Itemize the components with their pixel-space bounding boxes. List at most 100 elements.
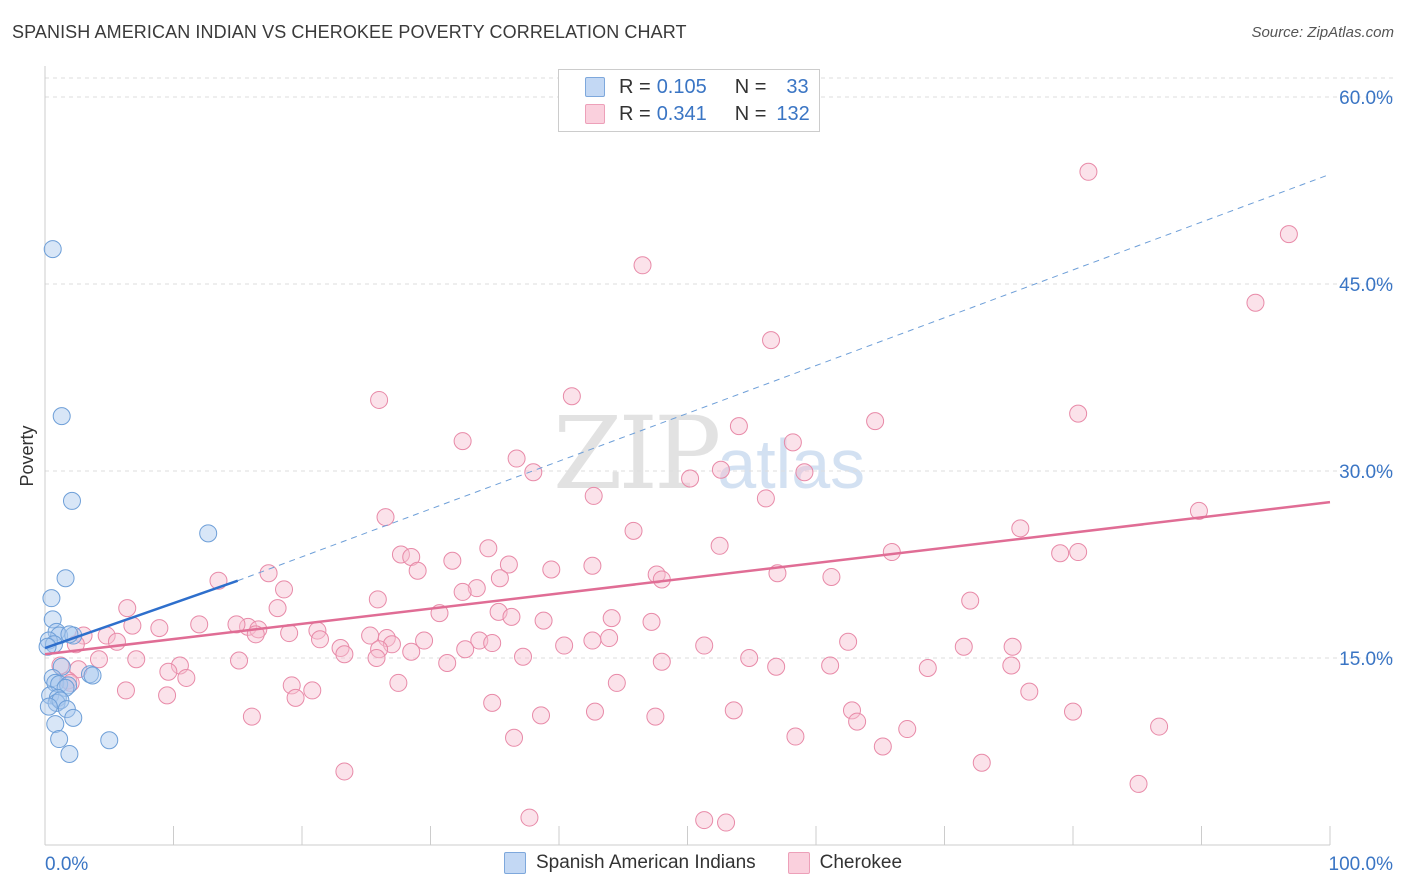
series-legend: Spanish American Indians Cherokee [0, 852, 1406, 874]
legend-item-cherokee: Cherokee [787, 852, 903, 874]
data-point-cherokee [370, 390, 389, 409]
data-point-cherokee [1150, 717, 1169, 736]
data-point-cherokee [724, 701, 743, 720]
data-point-cherokee [1129, 774, 1148, 793]
data-point-cherokee [268, 599, 287, 618]
watermark-atlas: atlas [717, 425, 866, 503]
data-point-cherokee [624, 521, 643, 540]
data-point-cherokee [158, 686, 177, 705]
data-point-cherokee [1246, 293, 1265, 312]
data-point-cherokee [483, 693, 502, 712]
data-point-cherokee [1003, 637, 1022, 656]
y-tick-label: 45.0% [1339, 275, 1393, 296]
data-point-cherokee [972, 753, 991, 772]
data-point-spanish-american-indians [62, 491, 81, 510]
data-point-cherokee [1064, 702, 1082, 721]
data-point-cherokee [275, 580, 294, 599]
data-point-cherokee [116, 681, 135, 700]
data-point-cherokee [534, 611, 553, 630]
y-tick-label: 60.0% [1339, 88, 1393, 109]
legend-n-label: N = [734, 102, 767, 125]
legend-n-value: 132 [776, 102, 810, 125]
legend-label: Spanish American Indians [535, 852, 756, 873]
legend-swatch-blue [585, 77, 605, 97]
data-point-cherokee [159, 662, 178, 681]
data-point-spanish-american-indians [60, 744, 79, 763]
data-point-cherokee [555, 636, 574, 655]
data-point-cherokee [118, 599, 137, 618]
data-point-cherokee [839, 632, 858, 651]
data-point-cherokee [783, 433, 802, 452]
data-point-spanish-american-indians [100, 731, 119, 750]
axes [44, 66, 1331, 846]
data-point-cherokee [310, 630, 329, 649]
data-point-cherokee [514, 647, 533, 666]
data-point-cherokee [898, 720, 917, 739]
data-point-cherokee [190, 615, 209, 634]
data-point-cherokee [453, 582, 472, 601]
data-point-cherokee [1069, 543, 1088, 562]
data-point-cherokee [438, 653, 457, 672]
data-point-cherokee [882, 543, 901, 562]
data-point-cherokee [1020, 682, 1039, 701]
legend-row-cherokee: R = 0.341 N = 132 [585, 102, 810, 126]
data-point-cherokee [479, 539, 498, 558]
data-point-cherokee [583, 556, 602, 575]
data-point-cherokee [391, 545, 410, 564]
data-point-spanish-american-indians [39, 697, 58, 716]
data-point-cherokee [502, 607, 521, 626]
source-label: Source: ZipAtlas.com [1251, 24, 1394, 41]
data-point-cherokee [633, 256, 652, 275]
data-point-cherokee [467, 579, 486, 598]
data-point-cherokee [453, 432, 472, 451]
data-point-cherokee [695, 636, 714, 655]
data-point-cherokee [740, 649, 759, 667]
data-point-cherokee [1189, 501, 1208, 520]
legend-r-value: 0.105 [656, 75, 707, 98]
legend-swatch-pink [585, 104, 605, 124]
data-point-cherokee [695, 811, 714, 830]
data-point-cherokee [607, 673, 626, 692]
data-point-cherokee [177, 668, 196, 687]
data-point-cherokee [335, 762, 354, 781]
data-point-cherokee [483, 634, 502, 653]
data-point-cherokee [767, 657, 786, 676]
grid [45, 77, 1395, 659]
data-point-cherokee [646, 707, 665, 726]
y-tick-label: 30.0% [1339, 462, 1393, 483]
data-point-cherokee [259, 564, 278, 583]
data-point-cherokee [89, 650, 108, 669]
legend-row-spanish-american-indians: R = 0.105 N = 33 [585, 75, 809, 99]
legend-swatch-blue [503, 852, 526, 874]
x-tick-label: 0.0% [45, 854, 88, 875]
legend-label: Cherokee [819, 852, 903, 873]
data-point-spanish-american-indians [50, 730, 69, 749]
data-point-cherokee [456, 640, 475, 659]
correlation-legend: R = 0.105 N = 33 R = 0.341 N = 132 [558, 69, 820, 132]
data-point-cherokee [711, 460, 730, 479]
data-point-cherokee [150, 619, 169, 638]
legend-n-value: 33 [786, 75, 809, 98]
x-tick-label: 100.0% [1329, 854, 1394, 875]
legend-item-spanish-american-indians: Spanish American Indians [503, 852, 756, 874]
data-point-cherokee [303, 681, 322, 700]
data-point-spanish-american-indians [52, 407, 71, 426]
data-point-cherokee [717, 813, 736, 832]
data-point-spanish-american-indians [43, 240, 62, 259]
trend-line-cherokee [44, 500, 1331, 656]
data-point-cherokee [490, 569, 509, 588]
data-point-cherokee [642, 612, 661, 631]
data-point-cherokee [848, 712, 867, 731]
data-points [38, 162, 1298, 832]
data-point-cherokee [542, 560, 561, 579]
data-point-cherokee [1079, 162, 1098, 181]
data-point-cherokee [1051, 544, 1070, 563]
data-point-cherokee [286, 688, 305, 707]
legend-r-label: R = [619, 102, 651, 125]
legend-r-label: R = [619, 75, 651, 98]
data-point-cherokee [710, 536, 729, 555]
data-point-cherokee [729, 417, 748, 436]
data-point-cherokee [499, 555, 518, 574]
data-point-cherokee [584, 486, 603, 505]
data-point-cherokee [505, 728, 524, 747]
